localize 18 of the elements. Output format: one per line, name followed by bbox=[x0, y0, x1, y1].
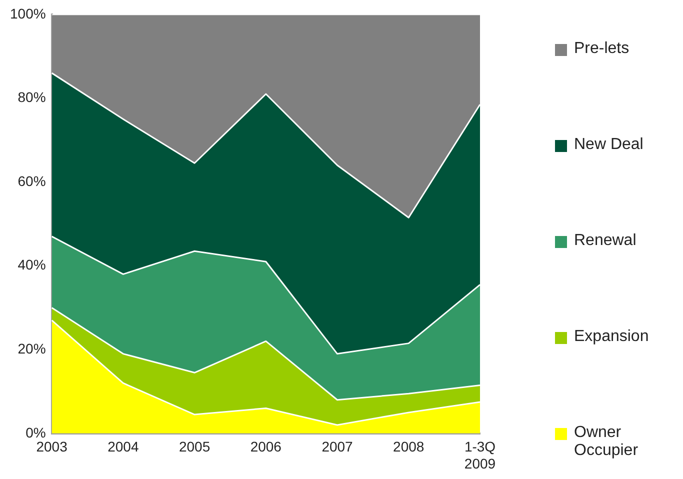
legend-label: Renewal bbox=[574, 232, 636, 250]
legend-label: New Deal bbox=[574, 136, 644, 154]
x-tick-label: 2008 bbox=[393, 438, 424, 455]
legend-label: Pre-lets bbox=[574, 40, 630, 58]
x-tick-label: 2007 bbox=[322, 438, 354, 455]
x-tick-label: 2005 bbox=[178, 438, 210, 455]
x-tick-label: 2003 bbox=[36, 438, 68, 455]
legend-label: Owner Occupier bbox=[574, 424, 640, 460]
y-tick-label: 20% bbox=[18, 340, 46, 356]
y-tick-label: 80% bbox=[18, 89, 46, 106]
x-tick-label: 2006 bbox=[250, 438, 282, 455]
legend-label: Expansion bbox=[574, 328, 649, 346]
x-tick-label: 2004 bbox=[108, 438, 139, 455]
y-tick-label: 40% bbox=[18, 256, 46, 273]
y-tick-label: 60% bbox=[18, 172, 46, 189]
x-tick-label: 1-3Q 2009 bbox=[464, 438, 496, 472]
y-tick-label: 0% bbox=[26, 424, 46, 440]
y-tick-label: 100% bbox=[10, 5, 46, 22]
